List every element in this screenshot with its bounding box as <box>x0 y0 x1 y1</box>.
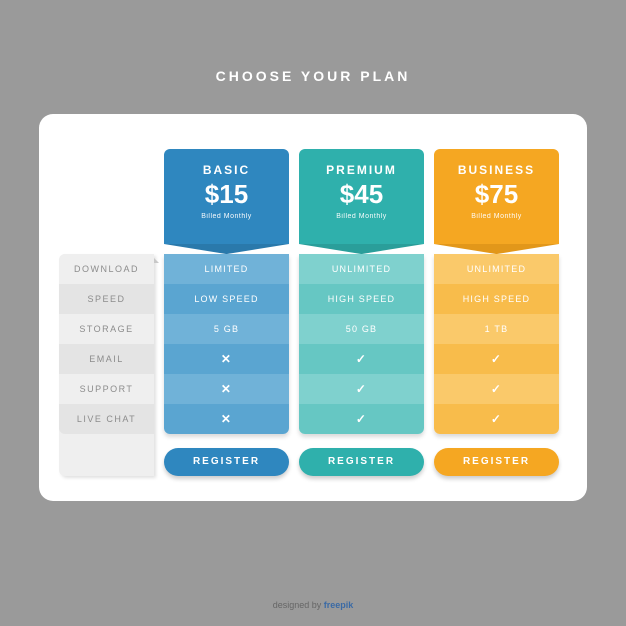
feature-row-speed: SPEED <box>59 284 154 314</box>
feature-row-support: SUPPORT <box>59 374 154 404</box>
plan-billed: Billed Monthly <box>299 213 424 220</box>
plan-cell-text: 5 GB <box>164 314 289 344</box>
plan-cell-text: LOW SPEED <box>164 284 289 314</box>
plan-cell-text: HIGH SPEED <box>434 284 559 314</box>
feature-row-download: DOWNLOAD <box>59 254 154 284</box>
plan-header: PREMIUM $45 Billed Monthly <box>299 149 424 244</box>
check-icon: ✓ <box>434 344 559 374</box>
plan-name: BUSINESS <box>434 163 559 177</box>
attribution-prefix: designed by <box>273 600 324 610</box>
plan-body: LIMITEDLOW SPEED5 GB✕✕✕ <box>164 254 289 434</box>
x-icon: ✕ <box>164 344 289 374</box>
feature-row-email: EMAIL <box>59 344 154 374</box>
attribution: designed by freepik <box>273 600 354 610</box>
pricing-card: DOWNLOADSPEEDSTORAGEEMAILSUPPORTLIVE CHA… <box>39 114 587 501</box>
plan-billed: Billed Monthly <box>164 213 289 220</box>
check-icon: ✓ <box>299 344 424 374</box>
plan-billed: Billed Monthly <box>434 213 559 220</box>
attribution-brand: freepik <box>324 600 354 610</box>
feature-row-live-chat: LIVE CHAT <box>59 404 154 434</box>
x-icon: ✕ <box>164 374 289 404</box>
plan-name: BASIC <box>164 163 289 177</box>
plan-cell-text: LIMITED <box>164 254 289 284</box>
plan-basic: BASIC $15 Billed Monthly LIMITEDLOW SPEED5 … <box>164 149 289 476</box>
page-title: CHOOSE YOUR PLAN <box>216 68 411 84</box>
features-column: DOWNLOADSPEEDSTORAGEEMAILSUPPORTLIVE CHA… <box>59 254 154 476</box>
plan-business: BUSINESS $75 Billed Monthly UNLIMITEDHIGH S… <box>434 149 559 476</box>
plan-price: $15 <box>164 179 289 210</box>
plan-body: UNLIMITEDHIGH SPEED1 TB✓✓✓ <box>434 254 559 434</box>
x-icon: ✕ <box>164 404 289 434</box>
register-button[interactable]: REGISTER <box>299 448 424 476</box>
check-icon: ✓ <box>299 374 424 404</box>
plan-cell-text: HIGH SPEED <box>299 284 424 314</box>
plan-name: PREMIUM <box>299 163 424 177</box>
check-icon: ✓ <box>434 404 559 434</box>
plan-header: BASIC $15 Billed Monthly <box>164 149 289 244</box>
plan-header: BUSINESS $75 Billed Monthly <box>434 149 559 244</box>
plan-cell-text: 1 TB <box>434 314 559 344</box>
register-button[interactable]: REGISTER <box>164 448 289 476</box>
feature-row-storage: STORAGE <box>59 314 154 344</box>
plan-cell-text: UNLIMITED <box>299 254 424 284</box>
plan-cell-text: 50 GB <box>299 314 424 344</box>
check-icon: ✓ <box>434 374 559 404</box>
plan-premium: PREMIUM $45 Billed Monthly UNLIMITEDHIGH SP… <box>299 149 424 476</box>
plan-cell-text: UNLIMITED <box>434 254 559 284</box>
register-button[interactable]: REGISTER <box>434 448 559 476</box>
plan-price: $75 <box>434 179 559 210</box>
plan-body: UNLIMITEDHIGH SPEED50 GB✓✓✓ <box>299 254 424 434</box>
check-icon: ✓ <box>299 404 424 434</box>
plan-price: $45 <box>299 179 424 210</box>
